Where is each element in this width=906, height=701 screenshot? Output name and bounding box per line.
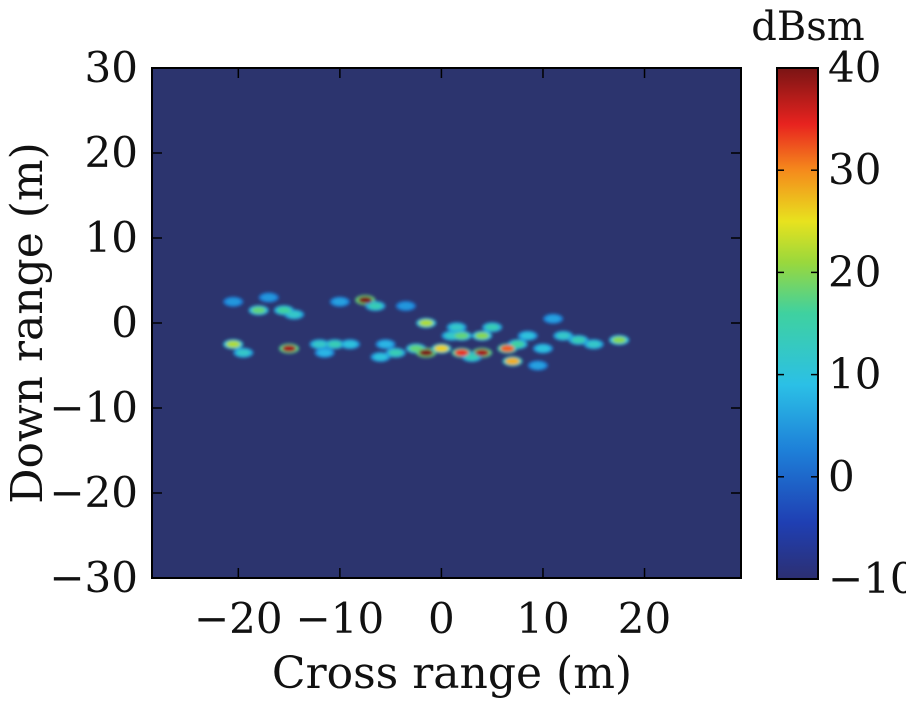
scatterer-point-11 [332,298,347,306]
colorbar-tick-label-5: −10 [828,554,906,603]
scatterer-point-20 [419,349,434,357]
colorbar-ticks: 40 30 20 10 0 −10 [777,43,906,603]
scatterer-point-7 [282,345,297,352]
scatterer-point-35 [546,315,561,323]
scatterer-point-0 [226,298,241,306]
y-tick-label-3: 0 [111,298,138,347]
scatterer-point-22 [444,332,459,340]
y-axis-ticks: 30 20 10 0 −10 −20 −30 [49,43,741,602]
scatterer-point-15 [398,302,413,310]
scatterer-point-32 [510,340,525,348]
scatterer-point-10 [343,340,358,348]
x-tick-label-1: −10 [296,594,385,643]
scatterer-point-27 [454,349,469,357]
y-tick-label-0: 30 [85,43,138,92]
scatterer-point-29 [464,353,479,361]
scatterer-point-3 [287,311,302,318]
scatterer-point-17 [388,349,403,357]
scatterer-point-33 [520,332,535,340]
scatterer-point-30 [500,345,515,352]
scatterer-point-23 [454,332,469,340]
scatterer-point-21 [434,345,449,352]
x-tick-label-4: 20 [618,594,671,643]
colorbar [776,67,819,580]
scatterer-point-14 [378,340,393,348]
scatterer-point-24 [475,332,490,340]
scatterer-point-19 [419,319,434,327]
y-tick-label-2: 10 [85,213,138,262]
scatterer-point-5 [226,340,241,348]
y-tick-label-1: 20 [85,128,138,177]
x-tick-label-2: 0 [428,594,455,643]
scatterer-point-9 [327,340,342,348]
scatterer-point-13 [368,302,383,310]
y-tick-label-4: −10 [49,383,138,432]
scatterer-point-37 [571,336,586,344]
scatterer-point-38 [586,340,601,348]
scatterer-point-4 [261,294,276,301]
x-axis-ticks: −20 −10 0 10 20 [194,68,671,643]
scatterer-point-28 [475,349,490,357]
y-tick-label-6: −30 [49,553,138,602]
colorbar-title: dBsm [751,4,864,50]
colorbar-tick-label-2: 20 [828,247,881,296]
scatterer-point-34 [535,345,550,352]
scatterer-point-25 [449,323,464,331]
scatterer-point-40 [530,362,545,369]
scatterer-point-39 [612,336,627,344]
y-tick-label-5: −20 [49,468,138,517]
colorbar-tick-label-1: 30 [828,145,881,194]
x-axis-label: Cross range (m) [272,648,632,699]
x-tick-label-3: 10 [516,594,569,643]
scatterer-point-6 [236,349,251,357]
scatterer-point-26 [485,323,500,331]
scatterer-point-36 [556,332,571,340]
colorbar-tick-label-4: 0 [828,452,855,501]
y-axis-label: Down range (m) [2,142,53,504]
scatterer-point-18 [409,345,424,352]
colorbar-tick-label-0: 40 [828,43,881,92]
scatterer-point-41 [317,349,332,357]
x-tick-label-0: −20 [194,594,283,643]
scatterer-point-31 [505,357,520,365]
colorbar-tick-label-3: 10 [828,350,881,399]
scatterer-point-16 [373,353,388,361]
plot-background [152,68,741,578]
scatterer-point-12 [358,296,373,304]
scatterer-point-8 [312,340,327,348]
scatterer-point-2 [277,306,292,314]
scatterer-layer [223,292,630,371]
scatterer-point-1 [251,306,266,314]
